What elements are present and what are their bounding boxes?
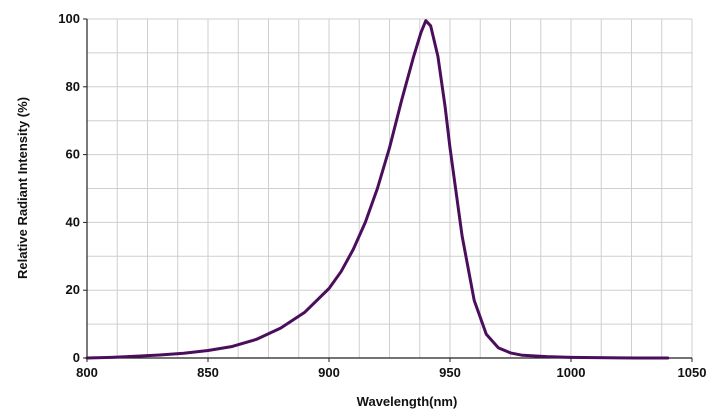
x-axis-label: Wavelength(nm): [357, 394, 458, 409]
series-line-0: [85, 19, 670, 360]
y-tick-label: 40: [66, 214, 80, 229]
x-tick-label: 850: [197, 365, 219, 380]
axes-layer: [86, 18, 693, 359]
x-tick-label: 950: [439, 365, 461, 380]
y-tick-label: 100: [58, 11, 80, 26]
x-tick-label: 1050: [678, 365, 707, 380]
y-tick-label: 80: [66, 79, 80, 94]
y-tick-label: 20: [66, 282, 80, 297]
y-tick-label: 0: [73, 350, 80, 365]
ticks-layer: 800 850 900 950 1000 1050 0 20 40 60 80 100: [58, 11, 706, 380]
series-layer: [85, 19, 670, 360]
x-tick-label: 1000: [557, 365, 586, 380]
y-axis-label: Relative Radiant Intensity (%): [15, 97, 30, 279]
grid-layer: [87, 19, 692, 358]
x-tick-label: 800: [76, 365, 98, 380]
x-tick-label: 900: [318, 365, 340, 380]
y-tick-label: 60: [66, 147, 80, 162]
